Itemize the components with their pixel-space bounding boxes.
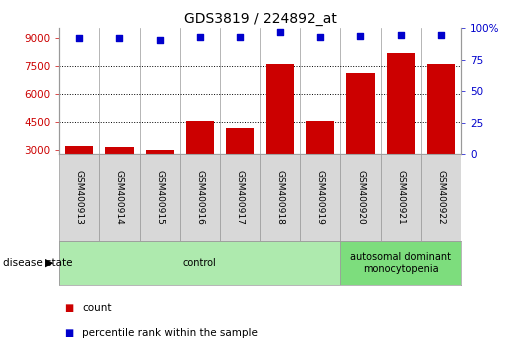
Bar: [59, 154, 99, 241]
Text: count: count: [82, 303, 112, 313]
Title: GDS3819 / 224892_at: GDS3819 / 224892_at: [184, 12, 336, 26]
Text: GSM400921: GSM400921: [396, 170, 405, 225]
Bar: [59, 241, 340, 285]
Bar: [381, 154, 421, 241]
Bar: [387, 53, 415, 206]
Text: control: control: [183, 258, 217, 268]
Bar: [347, 73, 374, 206]
Bar: [140, 154, 180, 241]
Bar: [260, 154, 300, 241]
Text: disease state: disease state: [3, 258, 72, 268]
Text: GSM400914: GSM400914: [115, 170, 124, 225]
Bar: [427, 64, 455, 206]
Point: [397, 32, 405, 38]
Text: GSM400916: GSM400916: [195, 170, 204, 225]
Point: [276, 29, 284, 35]
Text: GSM400918: GSM400918: [276, 170, 285, 225]
Bar: [226, 128, 254, 206]
Text: GSM400919: GSM400919: [316, 170, 325, 225]
Text: percentile rank within the sample: percentile rank within the sample: [82, 328, 259, 338]
Bar: [300, 154, 340, 241]
Text: GSM400920: GSM400920: [356, 170, 365, 225]
Point: [437, 32, 445, 38]
Text: GSM400915: GSM400915: [155, 170, 164, 225]
Point: [316, 34, 324, 40]
Bar: [340, 154, 381, 241]
Point: [196, 34, 204, 40]
Bar: [146, 150, 174, 206]
Bar: [340, 241, 461, 285]
Text: GSM400913: GSM400913: [75, 170, 84, 225]
Text: autosomal dominant
monocytopenia: autosomal dominant monocytopenia: [350, 252, 451, 274]
Bar: [421, 154, 461, 241]
Bar: [180, 154, 220, 241]
Bar: [266, 64, 294, 206]
Bar: [65, 145, 93, 206]
Text: GSM400917: GSM400917: [235, 170, 245, 225]
Text: ▶: ▶: [45, 258, 53, 268]
Point: [156, 37, 164, 42]
Bar: [186, 121, 214, 206]
Text: ■: ■: [64, 303, 74, 313]
Point: [115, 35, 124, 41]
Bar: [306, 121, 334, 206]
Bar: [106, 147, 133, 206]
Text: GSM400922: GSM400922: [436, 170, 445, 225]
Bar: [99, 154, 140, 241]
Point: [75, 35, 83, 41]
Text: ■: ■: [64, 328, 74, 338]
Bar: [220, 154, 260, 241]
Point: [356, 33, 365, 39]
Point: [236, 34, 244, 40]
